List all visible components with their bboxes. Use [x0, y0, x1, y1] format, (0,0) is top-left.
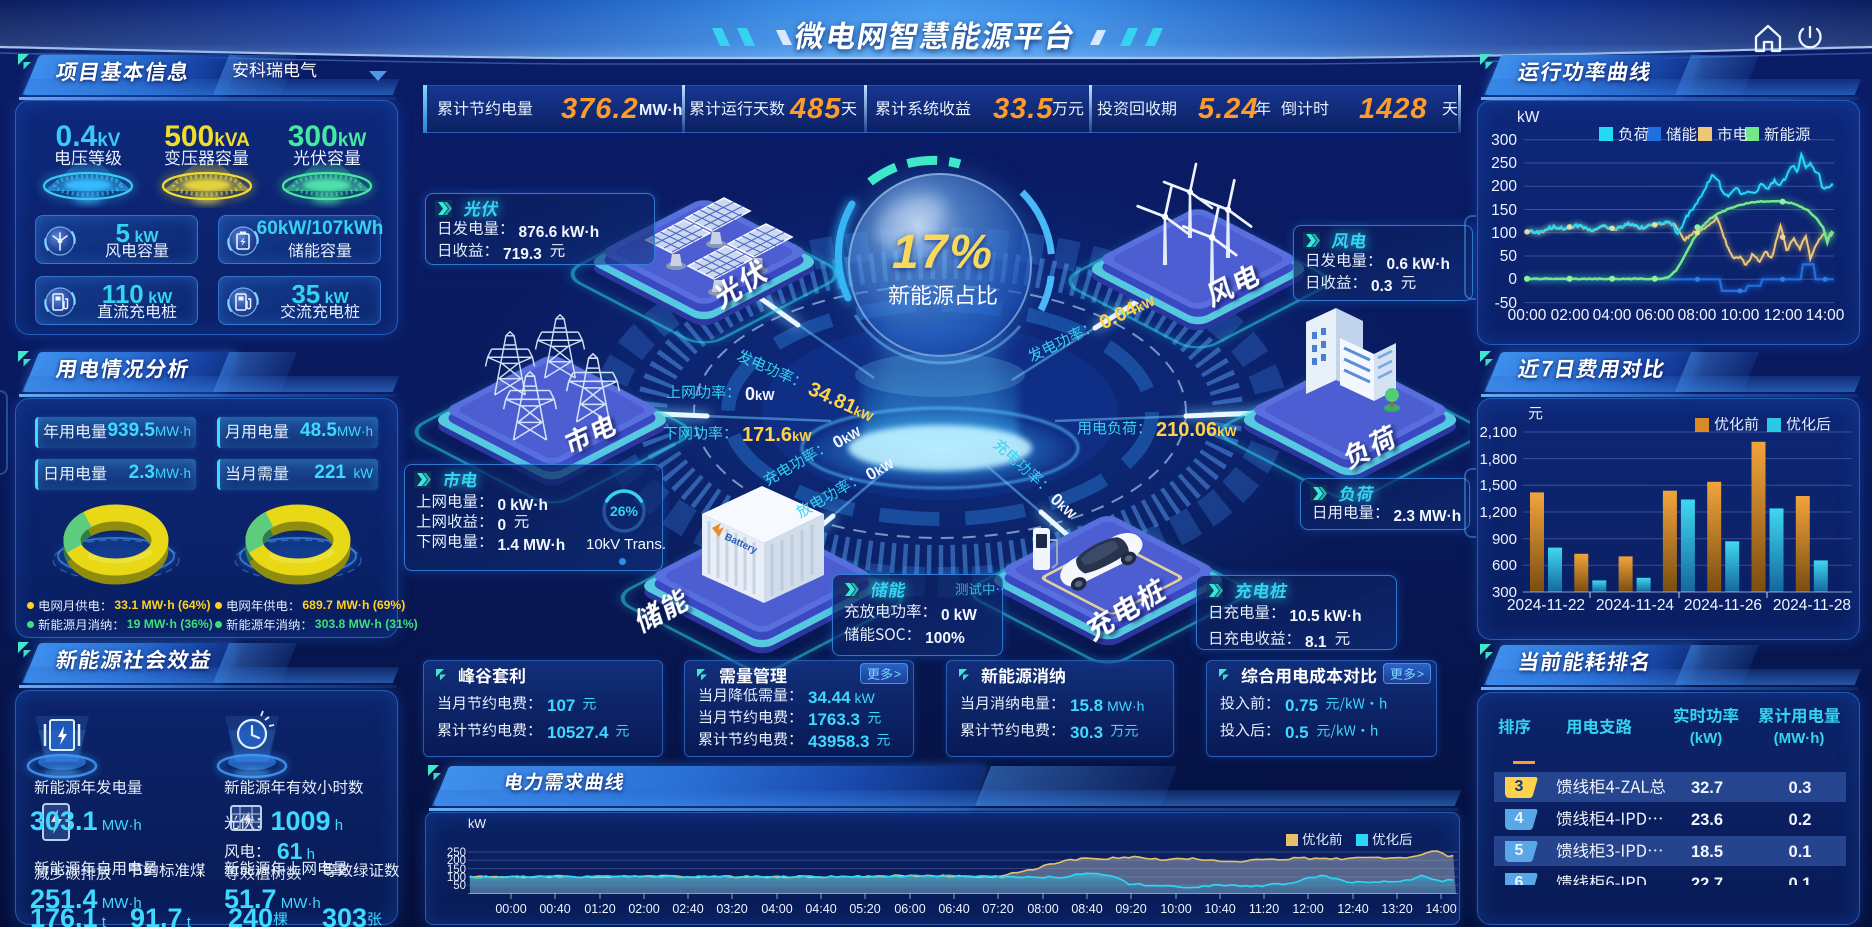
svg-text:600: 600 — [1492, 557, 1517, 574]
svg-text:06:40: 06:40 — [938, 902, 969, 916]
svg-text:03:20: 03:20 — [716, 902, 747, 916]
svg-text:09:20: 09:20 — [1115, 902, 1146, 916]
svg-text:10:00: 10:00 — [1160, 902, 1191, 916]
svg-text:02:40: 02:40 — [672, 902, 703, 916]
svg-text:200: 200 — [447, 855, 466, 867]
svg-text:250: 250 — [447, 847, 466, 859]
svg-text:50: 50 — [453, 880, 466, 892]
svg-text:300: 300 — [1492, 584, 1517, 601]
svg-text:00:00: 00:00 — [495, 902, 526, 916]
svg-text:08:40: 08:40 — [1071, 902, 1102, 916]
svg-text:900: 900 — [1492, 531, 1517, 548]
svg-text:2024-11-22: 2024-11-22 — [1507, 597, 1585, 614]
svg-text:02:00: 02:00 — [1551, 307, 1590, 324]
svg-text:0: 0 — [1508, 271, 1517, 288]
svg-text:kW: kW — [1517, 109, 1540, 126]
svg-text:07:20: 07:20 — [982, 902, 1013, 916]
svg-text:12:00: 12:00 — [1764, 307, 1803, 324]
svg-text:2024-11-28: 2024-11-28 — [1773, 597, 1851, 614]
svg-text:13:20: 13:20 — [1381, 902, 1412, 916]
svg-text:04:40: 04:40 — [805, 902, 836, 916]
svg-text:2024-11-26: 2024-11-26 — [1684, 597, 1762, 614]
svg-text:08:00: 08:00 — [1027, 902, 1058, 916]
svg-text:12:00: 12:00 — [1292, 902, 1323, 916]
svg-text:01:20: 01:20 — [584, 902, 615, 916]
svg-text:00:40: 00:40 — [539, 902, 570, 916]
svg-text:-50: -50 — [1495, 295, 1518, 312]
svg-text:1,800: 1,800 — [1479, 451, 1517, 468]
svg-text:08:00: 08:00 — [1678, 307, 1717, 324]
svg-text:04:00: 04:00 — [761, 902, 792, 916]
svg-text:1,500: 1,500 — [1479, 477, 1517, 494]
svg-text:300: 300 — [1491, 132, 1517, 149]
svg-text:14:00: 14:00 — [1806, 307, 1845, 324]
svg-text:200: 200 — [1491, 178, 1517, 195]
svg-text:05:20: 05:20 — [849, 902, 880, 916]
svg-text:100: 100 — [1491, 225, 1517, 242]
svg-text:150: 150 — [1491, 202, 1517, 219]
svg-text:02:00: 02:00 — [628, 902, 659, 916]
svg-text:kW: kW — [468, 817, 486, 831]
svg-text:150: 150 — [447, 864, 466, 876]
svg-text:2,100: 2,100 — [1479, 424, 1517, 441]
svg-text:06:00: 06:00 — [1636, 307, 1675, 324]
svg-text:06:00: 06:00 — [894, 902, 925, 916]
svg-text:04:00: 04:00 — [1593, 307, 1632, 324]
svg-text:2024-11-24: 2024-11-24 — [1596, 597, 1675, 614]
svg-text:100: 100 — [447, 872, 466, 884]
svg-text:11:20: 11:20 — [1249, 902, 1279, 916]
svg-text:50: 50 — [1500, 248, 1518, 265]
svg-text:1,200: 1,200 — [1479, 504, 1517, 521]
svg-text:250: 250 — [1491, 155, 1517, 172]
svg-text:14:00: 14:00 — [1425, 902, 1456, 916]
svg-text:10:00: 10:00 — [1721, 307, 1760, 324]
svg-text:00:00: 00:00 — [1508, 307, 1547, 324]
svg-text:10:40: 10:40 — [1204, 902, 1235, 916]
svg-text:12:40: 12:40 — [1337, 902, 1368, 916]
